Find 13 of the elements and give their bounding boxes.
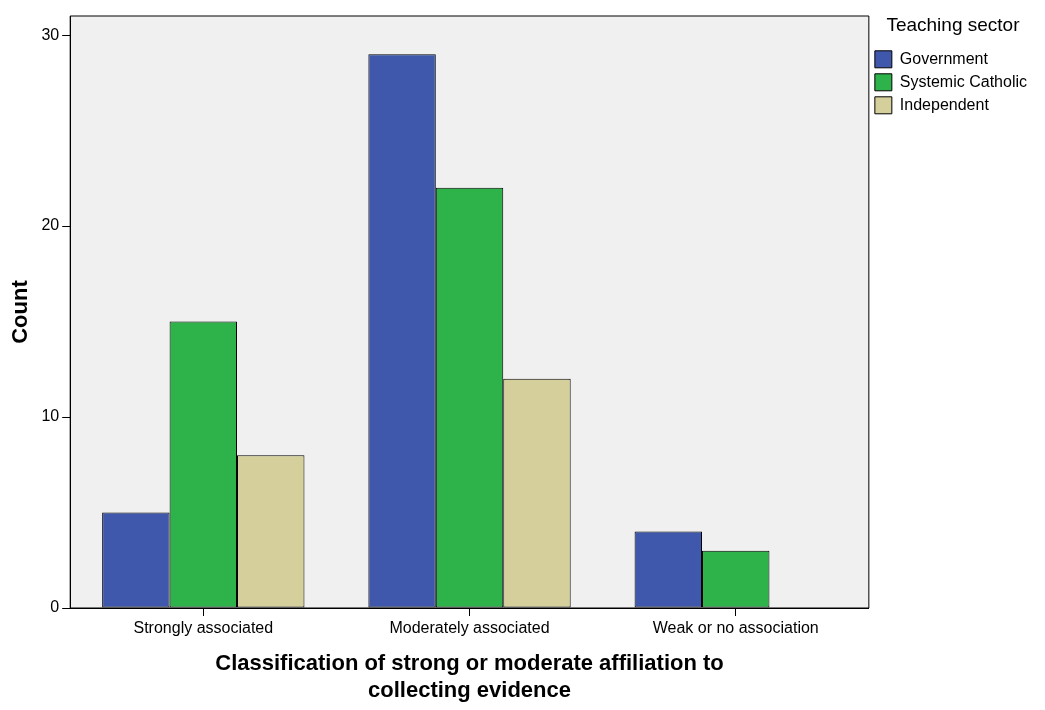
legend-label: Government [899, 49, 989, 67]
y-tick-label: 0 [50, 598, 60, 616]
y-tick-label: 20 [41, 216, 60, 234]
x-tick-label: Weak or no association [652, 619, 819, 637]
legend-label: Systemic Catholic [899, 72, 1028, 90]
y-tick-label: 30 [41, 25, 60, 43]
x-tick-label: Strongly associated [133, 619, 274, 637]
x-axis-title: Classification of strong or moderate affiliation to collecting evidence [215, 650, 724, 702]
legend-title: Teaching sector [886, 13, 1021, 35]
y-tick-label: 10 [41, 407, 60, 425]
y-axis-title: Count [7, 279, 33, 344]
legend-label: Independent [899, 95, 990, 113]
x-tick-label: Moderately associated [389, 619, 550, 637]
